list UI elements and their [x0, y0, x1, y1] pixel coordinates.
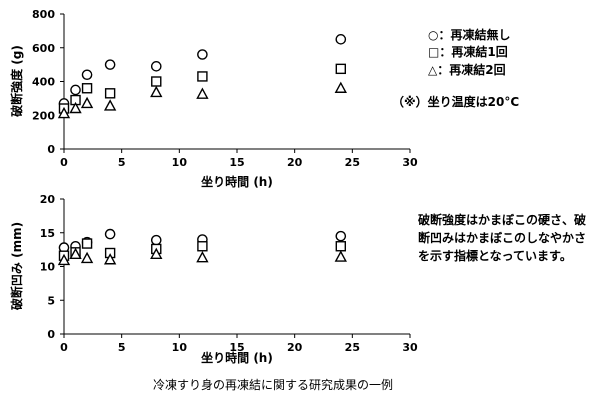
description-line: 断凹みはかまぼこのしなやかさ	[418, 230, 586, 245]
square-marker	[81, 238, 93, 249]
circle-marker	[104, 228, 116, 240]
triangle-marker	[334, 81, 347, 93]
circle-marker	[150, 61, 162, 72]
legend: ○：再凍結無し □：再凍結1回 △：再凍結2回	[428, 27, 510, 77]
triangle-marker	[150, 85, 163, 98]
y-tick-label: 0	[47, 143, 55, 156]
x-tick-label: 5	[118, 341, 126, 354]
triangle-marker	[57, 106, 71, 119]
x-axis-label: 坐り時間 (h)	[201, 350, 273, 365]
x-tick-label: 25	[345, 156, 360, 169]
triangle-marker	[80, 96, 94, 109]
x-tick-label: 30	[402, 156, 418, 169]
x-tick-label: 10	[172, 156, 188, 169]
y-tick-label: 800	[32, 8, 55, 21]
y-tick-label: 15	[40, 227, 55, 240]
circle-marker	[197, 49, 208, 60]
legend-entry-no-refreeze: ○：再凍結無し	[428, 27, 510, 42]
circle-marker	[70, 84, 81, 96]
x-tick-label: 25	[345, 341, 360, 354]
square-marker	[104, 88, 116, 99]
triangle-marker	[57, 253, 71, 266]
x-tick-label: 20	[287, 341, 303, 354]
y-axis-label: 破断凹み (mm)	[9, 222, 24, 310]
triangle-marker	[150, 247, 163, 260]
x-tick-label: 30	[402, 341, 418, 354]
x-tick-label: 0	[60, 341, 68, 354]
y-axis-label: 破断強度 (g)	[9, 45, 24, 117]
x-axis-label: 坐り時間 (h)	[201, 174, 273, 189]
triangle-marker	[69, 247, 82, 260]
tick-group: 0 5 10 15 20 25 30 0 5 10 15 20	[40, 193, 418, 354]
triangle-marker	[103, 253, 117, 265]
temperature-note: （※）坐り温度は20°C	[392, 94, 519, 109]
data-points-group	[57, 228, 347, 266]
circle-marker	[81, 69, 93, 81]
y-tick-label: 20	[40, 193, 56, 206]
description-line: 破断強度はかまぼこの硬さ、破	[418, 212, 586, 227]
y-tick-label: 10	[40, 261, 56, 274]
triangle-marker	[196, 87, 209, 99]
tick-group: 0 5 10 15 20 25 30 0 200 400 600 800	[32, 8, 418, 169]
triangle-marker	[196, 251, 209, 263]
square-marker	[81, 83, 93, 94]
legend-entry-refreeze-2: △：再凍結2回	[428, 62, 506, 77]
y-tick-label: 5	[47, 294, 55, 307]
description-line: を示す指標となっています。	[418, 248, 572, 263]
description-note: 破断強度はかまぼこの硬さ、破 断凹みはかまぼこのしなやかさ を示す指標となってい…	[418, 212, 586, 263]
y-tick-label: 400	[32, 76, 55, 89]
y-tick-label: 600	[32, 42, 55, 55]
square-marker	[197, 241, 208, 252]
x-tick-label: 15	[229, 341, 244, 354]
square-marker	[197, 71, 208, 82]
circle-marker	[104, 59, 116, 70]
triangle-marker	[334, 250, 347, 262]
legend-entry-refreeze-1: □：再凍結1回	[428, 44, 508, 59]
x-tick-label: 0	[60, 156, 68, 169]
circle-marker	[150, 234, 162, 246]
y-tick-label: 200	[32, 109, 55, 122]
circle-marker	[335, 230, 347, 242]
x-tick-label: 15	[229, 156, 244, 169]
x-tick-label: 20	[287, 156, 303, 169]
figure-caption: 冷凍すり身の再凍結に関する研究成果の一例	[153, 377, 393, 392]
square-marker	[335, 241, 346, 252]
y-tick-label: 0	[47, 328, 55, 341]
chart-deformation: 0 5 10 15 20 25 30 0 5 10 15 20 坐り時間 (h) 破断凹み (mm)	[9, 193, 418, 365]
circle-marker	[335, 34, 347, 45]
square-marker	[335, 63, 346, 75]
chart-strength: 0 5 10 15 20 25 30 0 200 400 600 800 坐り時間 (h) 破断強度 …	[9, 8, 418, 189]
data-points-group	[57, 34, 347, 119]
x-tick-label: 10	[172, 341, 188, 354]
square-marker	[151, 76, 162, 87]
triangle-marker	[69, 101, 82, 114]
x-tick-label: 5	[118, 156, 126, 169]
triangle-marker	[103, 99, 117, 111]
triangle-marker	[80, 251, 94, 264]
